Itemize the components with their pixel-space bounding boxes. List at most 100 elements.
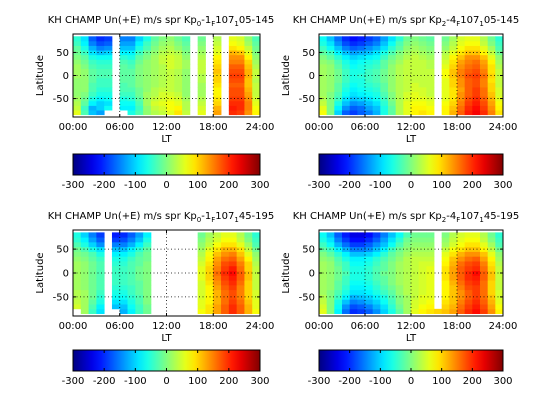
heatmap-cell (205, 275, 214, 281)
heatmap-cell (127, 275, 136, 281)
heatmap-cell (395, 110, 404, 116)
heatmap-cell (334, 54, 343, 60)
heatmap-cell (80, 246, 89, 252)
heatmap-cell (143, 100, 152, 106)
heatmap-cell (111, 261, 121, 267)
panel-1: KH CHAMP Un(+E) m/s spr Kp0-1F107105-145… (35, 15, 274, 191)
title-subscript: 1 (234, 216, 238, 224)
heatmap-cell (96, 77, 105, 83)
heatmap-cell (80, 59, 89, 65)
heatmap-cell (457, 45, 466, 51)
heatmap-cell (244, 110, 253, 116)
heatmap-cell (464, 261, 473, 267)
heatmap-cell (426, 45, 435, 51)
heatmap-cell (372, 256, 381, 262)
heatmap-cell (495, 110, 504, 116)
colorbar-tick-label: -300 (308, 376, 331, 387)
heatmap-cell (158, 96, 167, 102)
heatmap-cell (252, 251, 261, 257)
heatmap-cell (349, 241, 358, 248)
heatmap-cell (244, 304, 253, 310)
heatmap-cell (150, 63, 160, 69)
heatmap-cell (166, 40, 175, 46)
heatmap-cell (236, 45, 245, 51)
heatmap-cell (334, 308, 343, 315)
heatmap-cell (127, 87, 136, 93)
heatmap-cell (403, 68, 412, 74)
y-tick-label: -50 (53, 292, 69, 303)
heatmap-cell (319, 304, 328, 310)
heatmap-cell (349, 59, 358, 65)
heatmap-cell (472, 261, 481, 267)
heatmap-cell (244, 289, 253, 295)
heatmap-cell (104, 105, 113, 111)
heatmap-cell (349, 299, 358, 305)
heatmap-cell (388, 265, 397, 272)
heatmap-cell (403, 63, 412, 69)
heatmap-cell (334, 91, 343, 97)
heatmap-cell (411, 59, 420, 65)
heatmap-cell (213, 54, 222, 60)
heatmap-cell (228, 251, 238, 257)
heatmap-cell (388, 100, 397, 106)
heatmap-cell (319, 54, 328, 60)
heatmap-cell (158, 54, 167, 60)
heatmap-cell (487, 40, 496, 46)
heatmap-cell (418, 251, 427, 257)
heatmap-cell (342, 261, 351, 267)
heatmap-cell (221, 241, 230, 248)
heatmap-cell (349, 63, 358, 69)
colorbar-tick-label: 300 (250, 180, 269, 191)
heatmap-cell (158, 77, 167, 83)
heatmap-cell (244, 275, 253, 281)
heatmap-cell (205, 289, 214, 295)
heatmap-cell (457, 87, 466, 93)
y-tick-label: 50 (302, 245, 315, 256)
heatmap-cell (480, 45, 489, 51)
heatmap-cell (449, 73, 458, 79)
heatmap-cell (228, 82, 238, 88)
heatmap-cell (411, 77, 420, 83)
heatmap-cell (365, 265, 374, 272)
heatmap-cell (395, 304, 404, 310)
heatmap-cell (150, 110, 160, 116)
heatmap-cell (80, 110, 89, 116)
heatmap-cell (342, 36, 351, 42)
heatmap-cell (411, 246, 420, 252)
heatmap-cell (357, 68, 366, 74)
x-tick-label: 00:00 (305, 122, 334, 133)
heatmap-cell (96, 110, 105, 116)
heatmap-cell (411, 280, 420, 286)
heatmap-cell (342, 50, 351, 56)
heatmap-cell (236, 40, 245, 46)
colorbar-tick-label: 300 (493, 376, 512, 387)
heatmap-cell (80, 251, 89, 257)
heatmap-cell (434, 308, 443, 315)
heatmap-cell (143, 265, 152, 272)
heatmap-cell (221, 265, 230, 272)
heatmap-cell (252, 232, 261, 238)
heatmap-cell (472, 63, 481, 69)
heatmap-cell (357, 82, 366, 88)
heatmap-cell (487, 91, 496, 97)
heatmap-cell (236, 68, 245, 74)
heatmap-cell (88, 241, 97, 248)
heatmap-cell (441, 87, 450, 93)
heatmap-cell (395, 280, 404, 286)
heatmap-cell (96, 50, 105, 56)
heatmap-cell (349, 280, 358, 286)
heatmap-cell (111, 241, 121, 248)
heatmap-cell (213, 256, 222, 262)
heatmap-cell (213, 265, 222, 272)
heatmap-cell (449, 265, 458, 272)
heatmap-cell (80, 256, 89, 262)
heatmap-cell (88, 308, 97, 315)
heatmap-cell (395, 91, 404, 97)
heatmap-cell (326, 54, 335, 60)
heatmap-cell (464, 270, 473, 276)
heatmap-cell (221, 237, 230, 243)
heatmap-cell (197, 270, 206, 276)
heatmap-cell (205, 308, 214, 315)
heatmap-cell (365, 54, 374, 60)
heatmap-cell (166, 82, 175, 88)
